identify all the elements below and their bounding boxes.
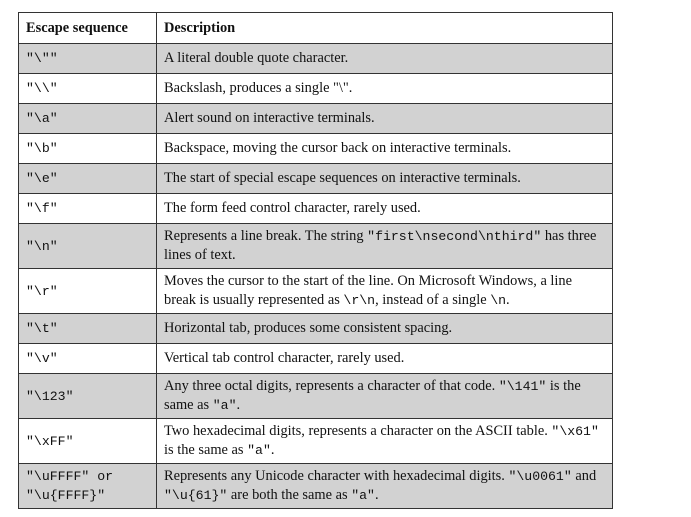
- description-text: is the same as: [164, 378, 581, 413]
- description-text: and: [571, 468, 597, 484]
- header-description: Description: [156, 12, 613, 44]
- table-row: "\n" Represents a line break. The string …: [18, 223, 613, 269]
- table-body: "\"" A literal double quote character. "\\…: [18, 43, 613, 509]
- escape-sequence-cell: "\v": [18, 343, 157, 374]
- description-text: .: [506, 292, 510, 308]
- description-cell: Horizontal tab, produces some consistent…: [156, 313, 613, 344]
- description-text: Horizontal tab, produces some consistent…: [164, 320, 453, 336]
- description-text: Backspace, moving the cursor back on int…: [164, 140, 512, 156]
- escape-sequence-cell: "\"": [18, 43, 157, 74]
- escape-sequence-cell: "\r": [18, 268, 157, 314]
- description-text: A literal double quote character.: [164, 50, 349, 66]
- description-cell: Moves the cursor to the start of the lin…: [156, 268, 613, 314]
- description-cell: Two hexadecimal digits, represents a cha…: [156, 418, 613, 464]
- table-row: "\v" Vertical tab control character, rare…: [18, 343, 613, 374]
- description-text: are both the same as: [227, 487, 352, 503]
- description-text: Represents any Unicode character with he…: [164, 468, 509, 484]
- table-row: "\"" A literal double quote character.: [18, 43, 613, 74]
- escape-sequence-cell: "\123": [18, 373, 157, 419]
- description-text: is the same as: [164, 442, 248, 458]
- table-row: "\a" Alert sound on interactive terminals…: [18, 103, 613, 134]
- inline-code: \r\n: [343, 293, 376, 308]
- inline-code: \n: [490, 293, 507, 308]
- description-cell: Represents a line break. The string "fir…: [156, 223, 613, 269]
- inline-code: "\u0061": [508, 469, 572, 484]
- description-cell: The form feed control character, rarely …: [156, 193, 613, 224]
- escape-sequence-cell: "\xFF": [18, 418, 157, 464]
- description-text: .: [374, 487, 379, 503]
- description-text: The form feed control character, rarely …: [164, 200, 421, 216]
- description-cell: Represents any Unicode character with he…: [156, 463, 613, 509]
- inline-code: "a": [212, 398, 237, 413]
- table-row: "\t" Horizontal tab, produces some consis…: [18, 313, 613, 344]
- escape-sequence-line: "\u{FFFF}": [26, 488, 106, 503]
- escape-sequence-cell: "\b": [18, 133, 157, 164]
- description-text: Moves the cursor to the start of the lin…: [164, 273, 573, 308]
- header-row: Escape sequence Description: [18, 12, 613, 44]
- description-text: Represents a line break. The string: [164, 228, 368, 244]
- description-text: Two hexadecimal digits, represents a cha…: [164, 423, 552, 439]
- description-cell: Vertical tab control character, rarely u…: [156, 343, 613, 374]
- escape-sequence-cell: "\uFFFF" or "\u{FFFF}": [18, 463, 157, 509]
- description-text: Alert sound on interactive terminals.: [164, 110, 375, 126]
- escape-sequence-cell: "\f": [18, 193, 157, 224]
- description-cell: Alert sound on interactive terminals.: [156, 103, 613, 134]
- escape-sequence-cell: "\n": [18, 223, 157, 269]
- table-row: "\uFFFF" or "\u{FFFF}" Represents any Unic…: [18, 463, 613, 509]
- escape-sequence-cell: "\e": [18, 163, 157, 194]
- description-text: has three lines of text.: [164, 228, 597, 263]
- description-text: Any three octal digits, represents a cha…: [164, 378, 499, 394]
- escape-sequence-cell: "\\": [18, 73, 157, 104]
- inline-code: "first\nsecond\nthird": [367, 229, 542, 244]
- description-cell: A literal double quote character.: [156, 43, 613, 74]
- inline-code: "\x61": [551, 424, 599, 439]
- table-row: "\f" The form feed control character, rar…: [18, 193, 613, 224]
- description-text: Vertical tab control character, rarely u…: [164, 350, 405, 366]
- table-row: "\123" Any three octal digits, represents…: [18, 373, 613, 419]
- table-row: "\e" The start of special escape sequence…: [18, 163, 613, 194]
- escape-sequence-cell: "\a": [18, 103, 157, 134]
- description-cell: Backspace, moving the cursor back on int…: [156, 133, 613, 164]
- escape-sequence-cell: "\t": [18, 313, 157, 344]
- description-text: .: [270, 442, 275, 458]
- description-text: .: [236, 397, 241, 413]
- inline-code: "a": [351, 488, 375, 503]
- table-row: "\\" Backslash, produces a single "\".: [18, 73, 613, 104]
- description-text: Backslash, produces a single "\".: [164, 80, 353, 96]
- inline-code: "\141": [498, 379, 547, 394]
- table-row: "\b" Backspace, moving the cursor back on…: [18, 133, 613, 164]
- inline-code: "a": [247, 443, 271, 458]
- description-cell: The start of special escape sequences on…: [156, 163, 613, 194]
- description-cell: Any three octal digits, represents a cha…: [156, 373, 613, 419]
- header-escape-sequence: Escape sequence: [18, 12, 157, 44]
- escape-sequence-table: Escape sequence Description "\"" A litera…: [18, 12, 613, 509]
- description-text: The start of special escape sequences on…: [164, 170, 521, 186]
- inline-code: "\u{61}": [164, 488, 228, 503]
- table-row: "\r" Moves the cursor to the start of the…: [18, 268, 613, 314]
- description-text: , instead of a single: [375, 292, 491, 308]
- table-row: "\xFF" Two hexadecimal digits, represents…: [18, 418, 613, 464]
- description-cell: Backslash, produces a single "\".: [156, 73, 613, 104]
- escape-sequence-line: "\uFFFF" or: [26, 469, 114, 484]
